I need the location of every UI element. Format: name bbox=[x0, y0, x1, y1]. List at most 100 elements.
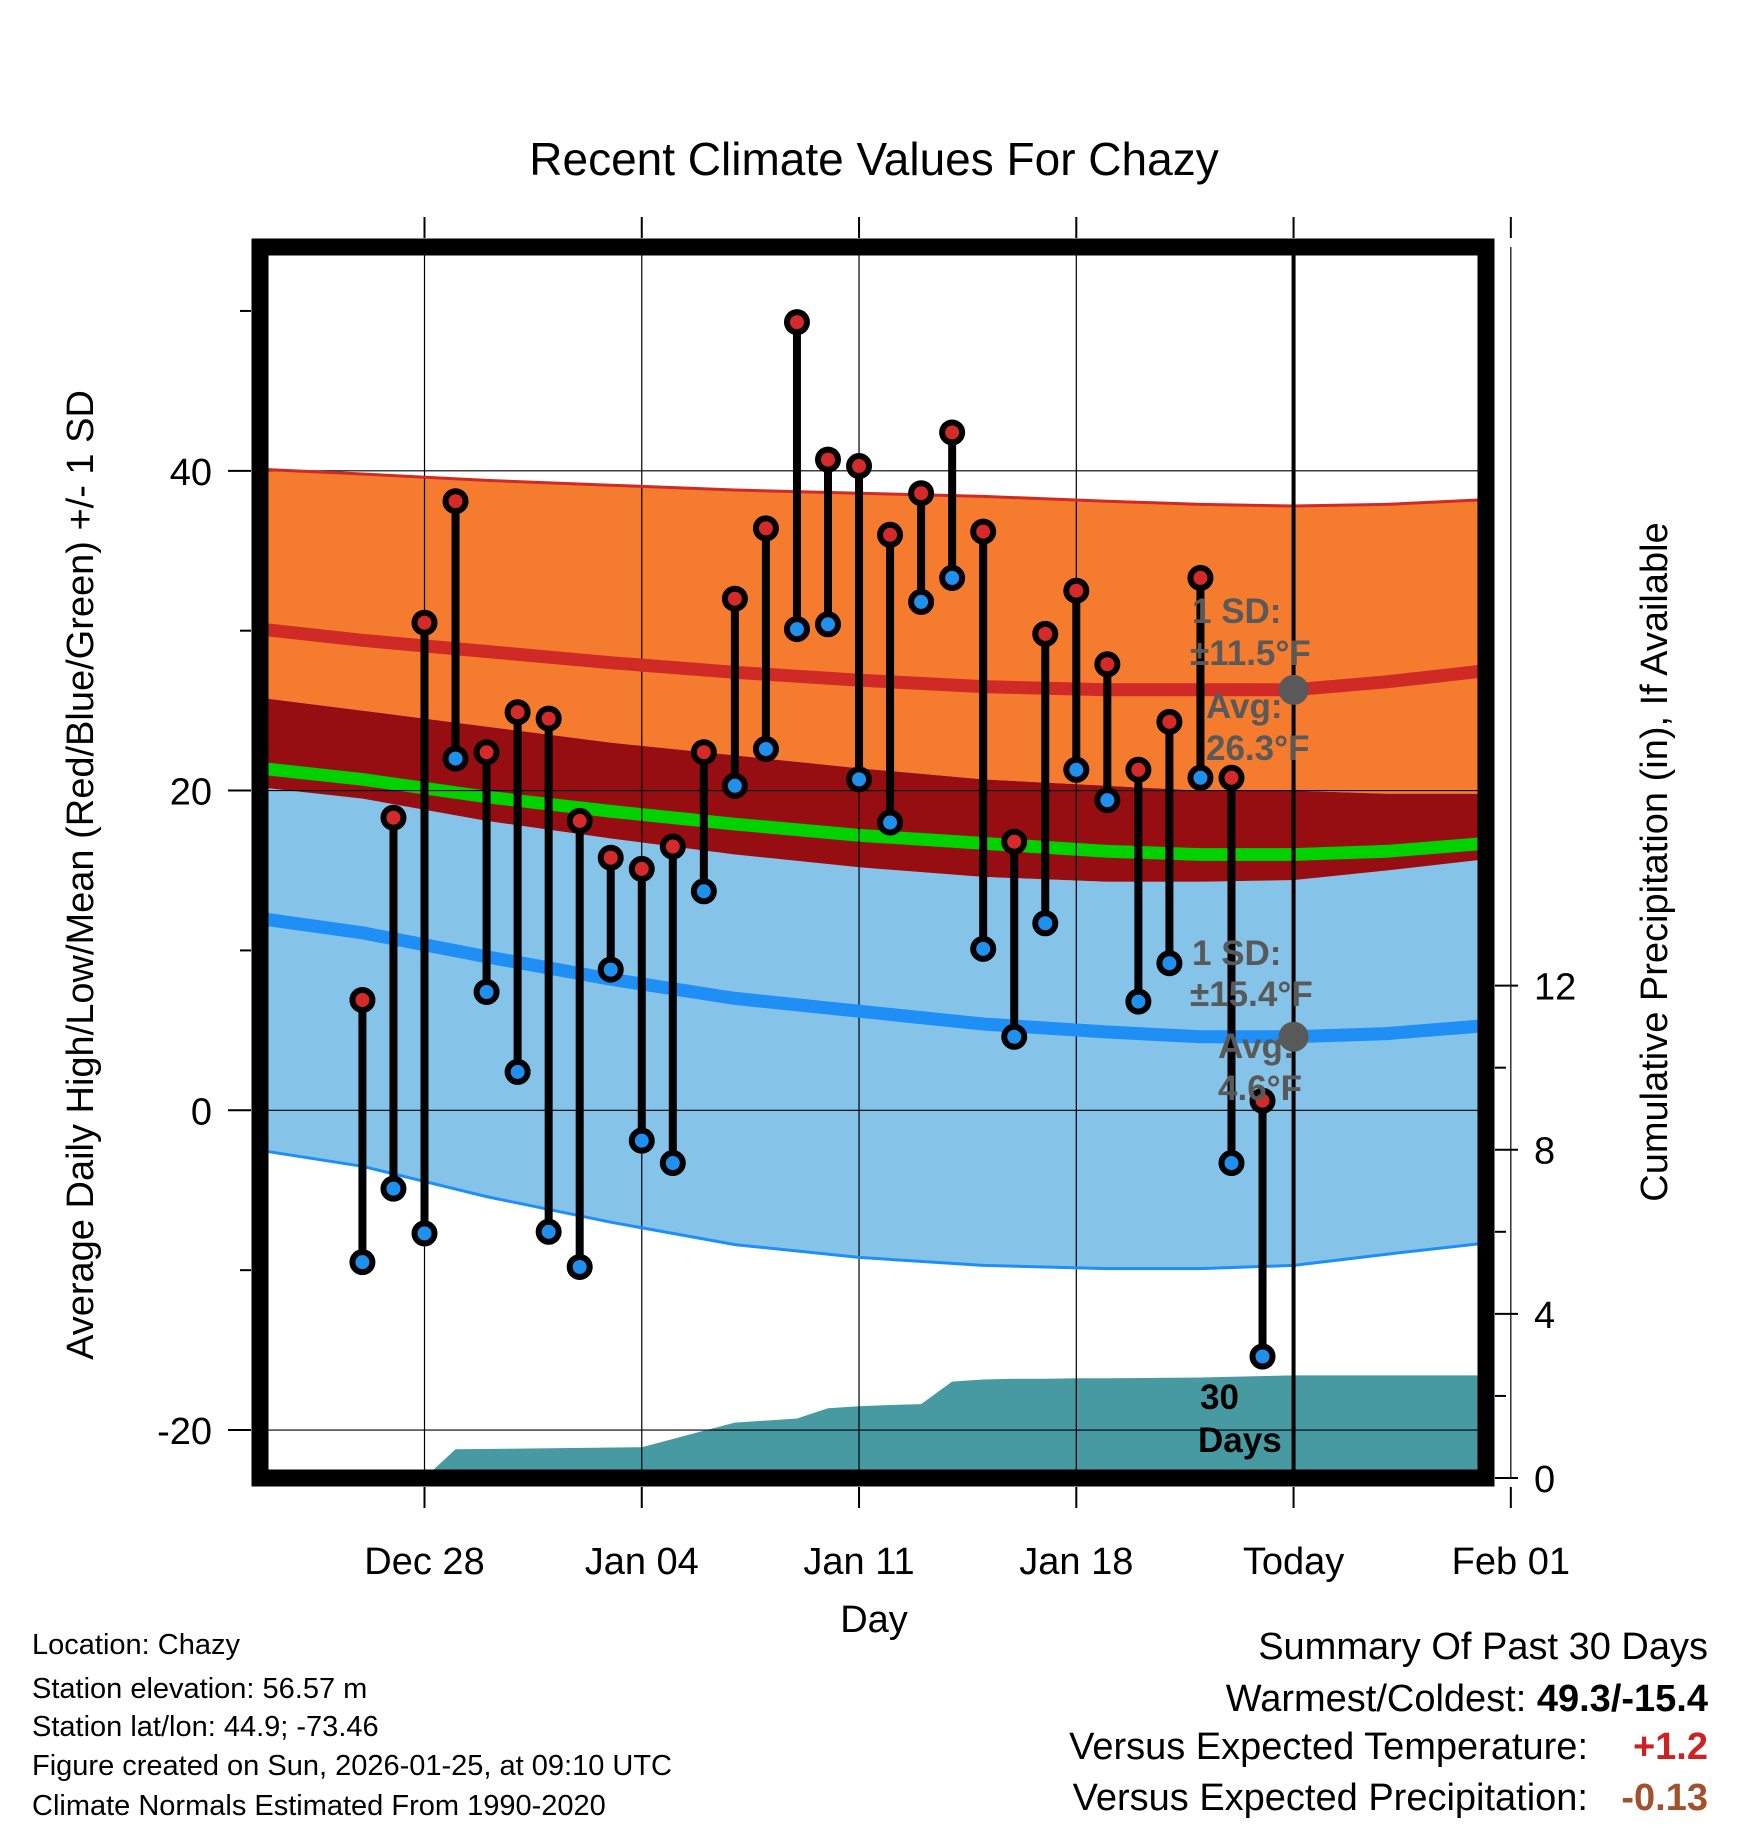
high-point bbox=[939, 419, 966, 446]
summary-warmest: Warmest/Coldest: 49.3/-15.4 bbox=[1226, 1680, 1708, 1718]
high-sd-value: ±11.5°F bbox=[1190, 634, 1311, 673]
low-point bbox=[939, 564, 966, 591]
low-point bbox=[380, 1175, 407, 1202]
low-avg-value: 4.6°F bbox=[1218, 1069, 1302, 1108]
info-elevation: Station elevation: 56.57 m bbox=[32, 1673, 368, 1705]
high-point bbox=[814, 446, 841, 473]
low-point bbox=[721, 772, 748, 799]
overlap-band bbox=[260, 697, 1486, 882]
low-point bbox=[1094, 787, 1121, 814]
x-tick-label: Jan 18 bbox=[1019, 1541, 1133, 1583]
high-avg-marker bbox=[1278, 674, 1309, 705]
high-point bbox=[1187, 564, 1214, 591]
low-point bbox=[690, 878, 717, 905]
high-point bbox=[1032, 620, 1059, 647]
info-location: Location: Chazy bbox=[32, 1629, 240, 1661]
x-tick-label: Feb 01 bbox=[1452, 1541, 1570, 1583]
low-point bbox=[970, 935, 997, 962]
y-tick-label: 0 bbox=[191, 1091, 212, 1133]
high-point bbox=[783, 309, 810, 336]
precipitation-area bbox=[260, 1375, 1486, 1478]
high-point bbox=[1125, 756, 1152, 783]
high-point bbox=[1001, 828, 1028, 855]
low-point bbox=[566, 1253, 593, 1280]
high-point bbox=[752, 515, 779, 542]
annotations: 1 SD: ±11.5°F Avg: 26.3°F 1 SD: ±15.4°F … bbox=[1190, 592, 1313, 1460]
high-avg-value: 26.3°F bbox=[1206, 729, 1310, 768]
low-point bbox=[1001, 1023, 1028, 1050]
low-point bbox=[1249, 1343, 1276, 1370]
x-tick-label: Jan 04 bbox=[585, 1541, 699, 1583]
low-point bbox=[1125, 988, 1152, 1015]
precip-area-fill bbox=[260, 1375, 1486, 1478]
summary-temp: Versus Expected Temperature: +1.2 bbox=[1069, 1728, 1708, 1766]
low-lower-line bbox=[259, 1148, 1487, 1271]
low-point bbox=[783, 616, 810, 643]
low-point bbox=[1032, 910, 1059, 937]
high-point bbox=[566, 807, 593, 834]
low-avg-marker bbox=[1278, 1021, 1309, 1052]
x-tick-label: Dec 28 bbox=[364, 1541, 484, 1583]
y2-axis-label: Cumulative Precipitation (in), If Availa… bbox=[1634, 522, 1676, 1201]
summary-temp-label: Versus Expected Temperature: bbox=[1069, 1726, 1588, 1768]
mean-band bbox=[260, 761, 1486, 861]
high-avg-label: Avg: bbox=[1206, 687, 1282, 726]
high-point bbox=[380, 804, 407, 831]
summary-warmest-label: Warmest/Coldest: bbox=[1225, 1678, 1537, 1720]
low-point bbox=[659, 1150, 686, 1177]
low-sd-band bbox=[260, 787, 1486, 1269]
high-point bbox=[1249, 1087, 1276, 1114]
low-point bbox=[908, 588, 935, 615]
y2-tick-label: 12 bbox=[1534, 967, 1576, 1009]
low-point bbox=[752, 735, 779, 762]
high-point bbox=[535, 705, 562, 732]
low-point bbox=[504, 1058, 531, 1085]
low-sd-label: 1 SD: bbox=[1192, 934, 1281, 973]
low-point bbox=[1218, 1150, 1245, 1177]
high-point bbox=[597, 844, 624, 871]
y-tick-label: 40 bbox=[170, 452, 212, 494]
summary-precip: Versus Expected Precipitation: -0.13 bbox=[1073, 1779, 1708, 1817]
climate-normal-bands bbox=[260, 469, 1486, 1269]
low-point bbox=[473, 978, 500, 1005]
low-point bbox=[1156, 950, 1183, 977]
axes: Dec 28 Jan 04 Jan 11 Jan 18 Today Feb 01 -20 0 2… bbox=[157, 217, 1576, 1583]
high-point bbox=[659, 833, 686, 860]
y-tick-label: -20 bbox=[157, 1411, 212, 1453]
summary-precip-label: Versus Expected Precipitation: bbox=[1072, 1777, 1588, 1819]
high-point bbox=[690, 739, 717, 766]
daily-data bbox=[349, 309, 1276, 1370]
low-point bbox=[442, 745, 469, 772]
low-point bbox=[1063, 756, 1090, 783]
high-point bbox=[628, 855, 655, 882]
summary-warmest-value: 49.3/-15.4 bbox=[1536, 1678, 1708, 1720]
x-tick-label: Jan 11 bbox=[803, 1541, 914, 1583]
x-axis-label: Day bbox=[840, 1599, 908, 1641]
high-point bbox=[473, 739, 500, 766]
high-point bbox=[349, 986, 376, 1013]
low-point bbox=[597, 956, 624, 983]
high-point bbox=[846, 453, 873, 480]
info-latlon: Station lat/lon: 44.9; -73.46 bbox=[32, 1711, 379, 1743]
high-point bbox=[970, 518, 997, 545]
summary-temp-value: +1.2 bbox=[1632, 1726, 1708, 1768]
y2-tick-label: 4 bbox=[1534, 1295, 1555, 1337]
low-point bbox=[535, 1218, 562, 1245]
high-point bbox=[1218, 764, 1245, 791]
low-sd-value: ±15.4°F bbox=[1190, 975, 1313, 1014]
plot-frame bbox=[251, 238, 1495, 1487]
low-point bbox=[628, 1127, 655, 1154]
high-sd-band bbox=[260, 469, 1486, 794]
x-tick-label: Today bbox=[1243, 1541, 1344, 1583]
y-axis-label: Average Daily High/Low/Mean (Red/Blue/Gr… bbox=[60, 390, 102, 1360]
precip-days-label-1: 30 bbox=[1200, 1378, 1239, 1417]
high-point bbox=[1094, 651, 1121, 678]
info-created: Figure created on Sun, 2026-01-25, at 09… bbox=[32, 1750, 672, 1782]
low-point bbox=[814, 611, 841, 638]
y2-tick-label: 8 bbox=[1534, 1131, 1555, 1173]
y2-tick-label: 0 bbox=[1534, 1459, 1555, 1501]
high-point bbox=[411, 609, 438, 636]
high-mean-line bbox=[259, 622, 1487, 697]
low-mean-line bbox=[259, 912, 1487, 1044]
